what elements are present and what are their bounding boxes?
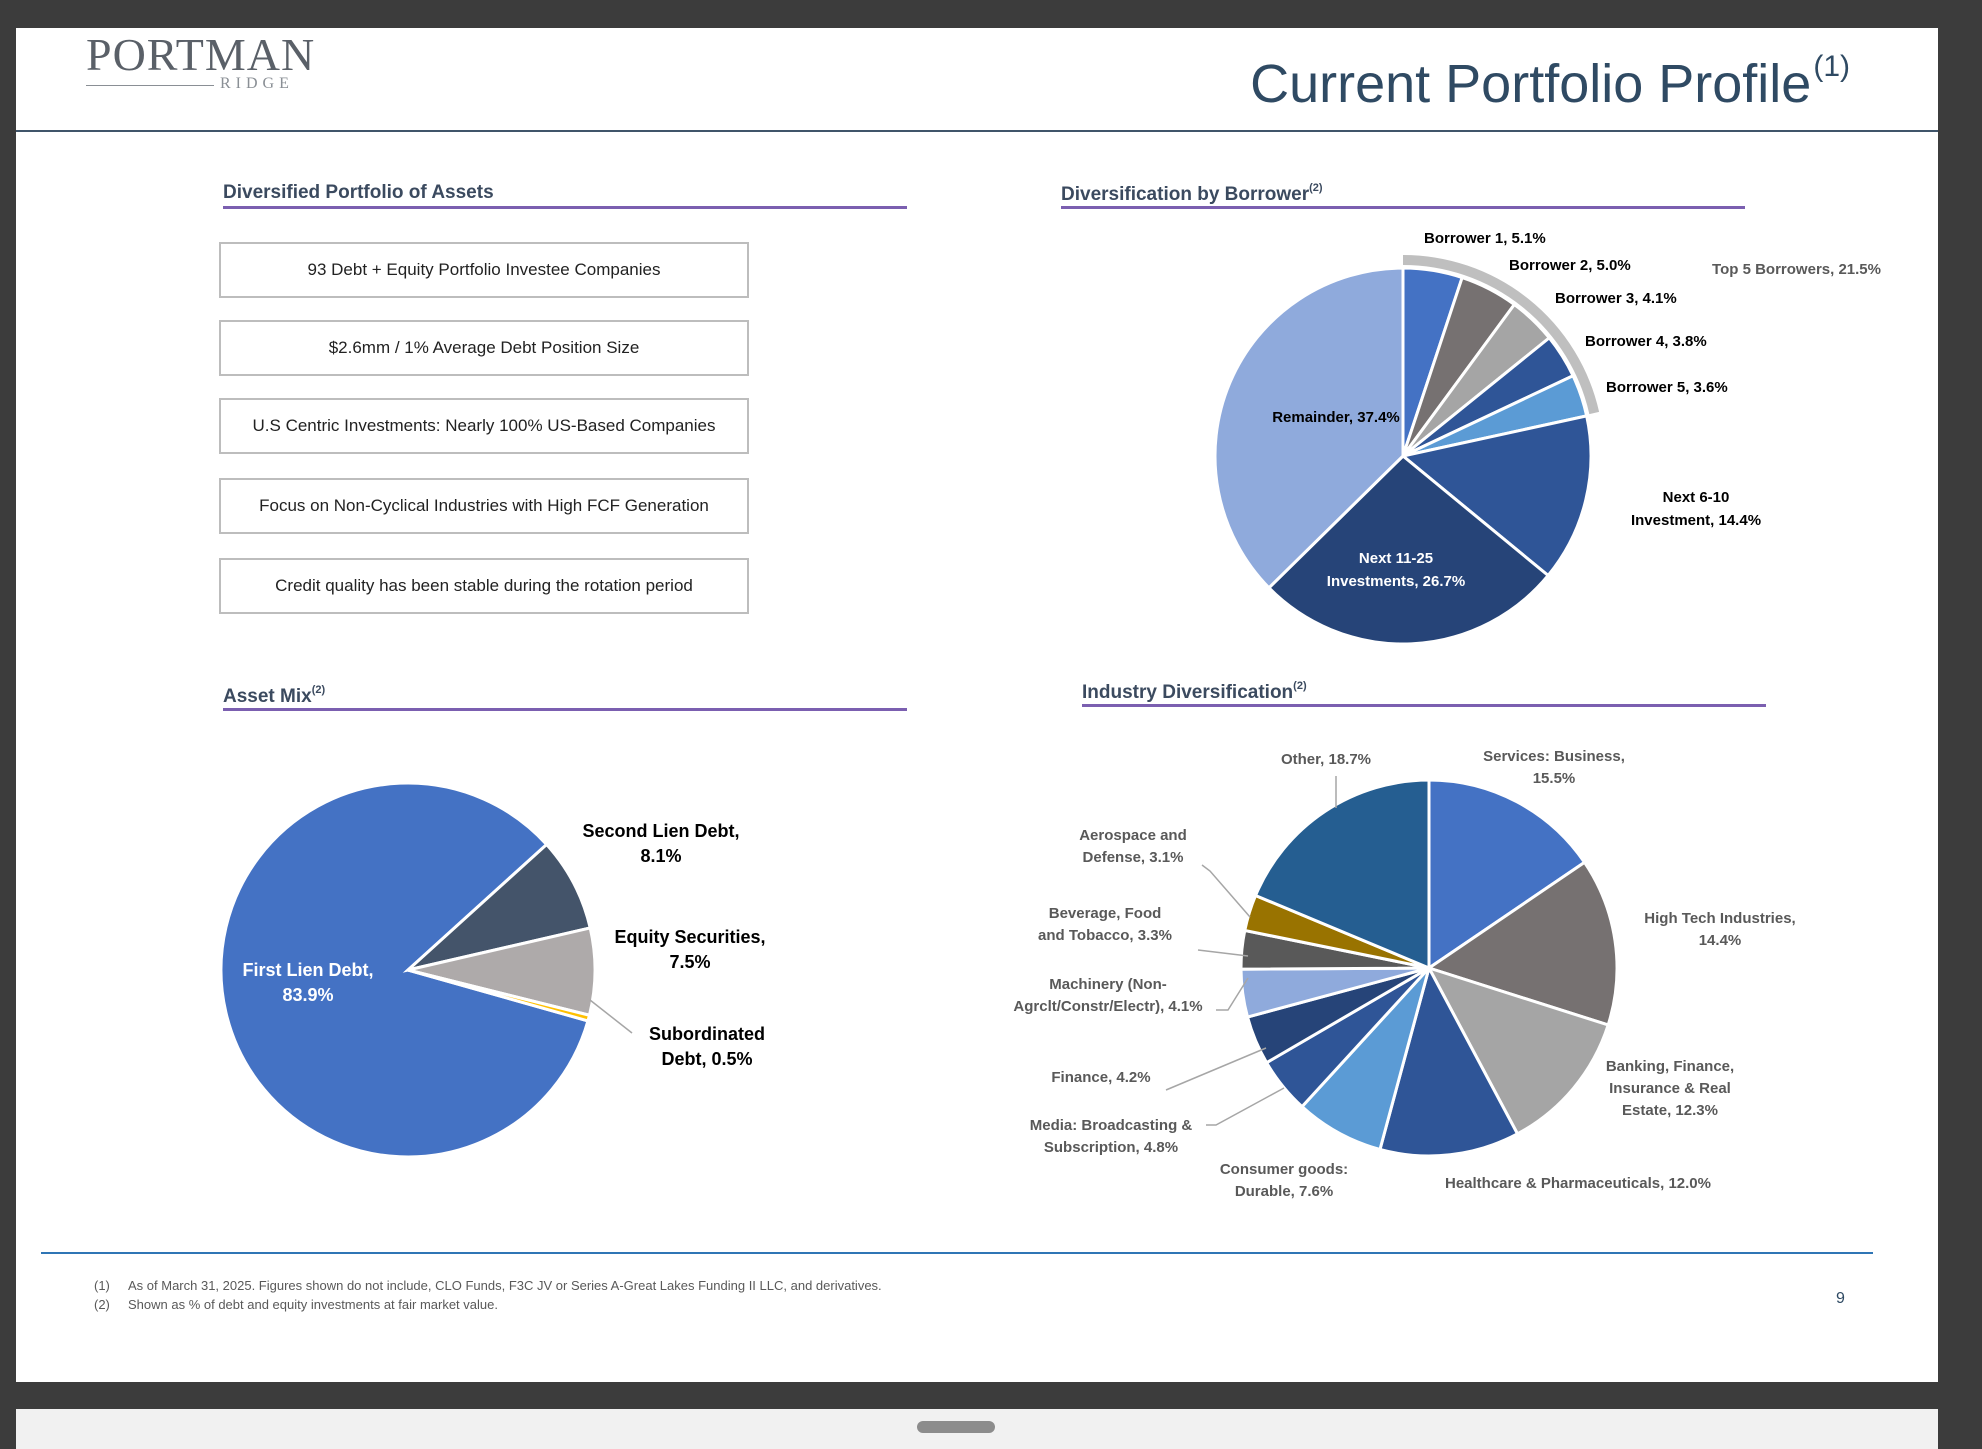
info-box-us-centric: U.S Centric Investments: Nearly 100% US-… bbox=[219, 398, 749, 454]
assetmix-label-0: First Lien Debt, 83.9% bbox=[242, 960, 373, 1005]
logo-subtitle: RIDGE bbox=[220, 75, 294, 92]
footnote-1-text: As of March 31, 2025. Figures shown do n… bbox=[128, 1278, 882, 1293]
industry-slice-10 bbox=[1253, 778, 1431, 971]
info-box-credit-quality: Credit quality has been stable during th… bbox=[219, 558, 749, 614]
section-rule-assetmix bbox=[223, 708, 907, 711]
borrower-label-5: Next 6-10 Investment, 14.4% bbox=[1631, 489, 1761, 529]
top-5-borrowers-label: Top 5 Borrowers, 21.5% bbox=[1712, 261, 1881, 278]
section-title-industry: Industry Diversification(2) bbox=[1082, 680, 1307, 704]
section-title-assetmix-footnote: (2) bbox=[311, 684, 326, 696]
borrower-label-1: Borrower 2, 5.0% bbox=[1509, 257, 1631, 274]
header-rule bbox=[16, 130, 1938, 132]
info-box-position-size: $2.6mm / 1% Average Debt Position Size bbox=[219, 320, 749, 376]
assetmix-slice-0 bbox=[219, 781, 590, 1159]
section-title-industry-text: Industry Diversification bbox=[1082, 682, 1294, 703]
info-box-non-cyclical: Focus on Non-Cyclical Industries with Hi… bbox=[219, 478, 749, 534]
borrower-slice-5 bbox=[1399, 414, 1593, 578]
assetmix-slice-3 bbox=[407, 968, 592, 1023]
industry-slice-1 bbox=[1425, 860, 1619, 1027]
page-title: Current Portfolio Profile(1) bbox=[1250, 50, 1850, 115]
borrower-label-6: Next 11-25 Investments, 26.7% bbox=[1327, 550, 1465, 590]
industry-label-6: Finance, 4.2% bbox=[1051, 1069, 1150, 1086]
footnote-1-number: (1) bbox=[94, 1278, 110, 1293]
assetmix-label-3: Subordinated Debt, 0.5% bbox=[649, 1024, 765, 1069]
industry-label-5: Media: Broadcasting & Subscription, 4.8% bbox=[1030, 1117, 1193, 1156]
industry-leader-finance bbox=[1165, 1047, 1267, 1091]
industry-label-2: Banking, Finance, Insurance & Real Estate,… bbox=[1606, 1058, 1734, 1119]
slide: PORTMAN RIDGE Current Portfolio Profile(… bbox=[16, 28, 1938, 1382]
info-box-companies: 93 Debt + Equity Portfolio Investee Comp… bbox=[219, 242, 749, 298]
footnote-2-number: (2) bbox=[94, 1297, 110, 1312]
industry-label-0: Services: Business, 15.5% bbox=[1483, 748, 1625, 787]
industry-slice-2 bbox=[1425, 965, 1611, 1136]
section-title-borrower-text: Diversification by Borrower bbox=[1061, 184, 1310, 205]
footnote-1: (1) As of March 31, 2025. Figures shown d… bbox=[94, 1278, 882, 1293]
industry-label-10: Other, 18.7% bbox=[1281, 751, 1371, 768]
top-5-borrowers-arc bbox=[1402, 255, 1600, 415]
industry-label-3: Healthcare & Pharmaceuticals, 12.0% bbox=[1445, 1175, 1711, 1192]
borrower-slice-7 bbox=[1213, 266, 1405, 590]
logo: PORTMAN bbox=[86, 29, 316, 80]
industry-slice-3 bbox=[1378, 963, 1520, 1158]
section-title-assets: Diversified Portfolio of Assets bbox=[223, 182, 494, 204]
section-title-assets-text: Diversified Portfolio of Assets bbox=[223, 182, 494, 203]
section-title-assetmix: Asset Mix(2) bbox=[223, 684, 325, 708]
industry-label-9: Aerospace and Defense, 3.1% bbox=[1079, 827, 1187, 866]
borrower-label-7: Remainder, 37.4% bbox=[1272, 409, 1400, 426]
borrower-label-2: Borrower 3, 4.1% bbox=[1555, 290, 1677, 307]
section-title-assetmix-text: Asset Mix bbox=[223, 686, 312, 707]
charts-canvas: Borrower 1, 5.1% Borrower 2, 5.0% Borrower… bbox=[219, 230, 1881, 1200]
assetmix-slice-1 bbox=[402, 842, 593, 973]
assetmix-label-1: Second Lien Debt, 8.1% bbox=[582, 821, 739, 866]
footer-rule bbox=[41, 1252, 1873, 1254]
industry-label-1: High Tech Industries, 14.4% bbox=[1644, 910, 1795, 949]
borrower-slice-6 bbox=[1266, 453, 1551, 646]
borrower-label-0: Borrower 1, 5.1% bbox=[1424, 230, 1546, 247]
footnote-2-text: Shown as % of debt and equity investment… bbox=[128, 1297, 498, 1312]
scroll-handle[interactable] bbox=[917, 1421, 995, 1433]
footnote-2: (2) Shown as % of debt and equity investm… bbox=[94, 1297, 498, 1312]
section-rule-assets bbox=[223, 206, 907, 209]
section-rule-industry bbox=[1082, 704, 1766, 707]
section-title-industry-footnote: (2) bbox=[1293, 680, 1307, 692]
page-title-footnote: (1) bbox=[1813, 50, 1850, 83]
section-rule-borrower bbox=[1061, 206, 1745, 209]
section-title-borrower: Diversification by Borrower(2) bbox=[1061, 182, 1323, 206]
assetmix-label-2: Equity Securities, 7.5% bbox=[614, 927, 765, 972]
industry-leader-aerospace bbox=[1201, 864, 1251, 918]
borrower-label-3: Borrower 4, 3.8% bbox=[1585, 333, 1707, 350]
industry-slice-0 bbox=[1427, 778, 1587, 971]
industry-label-4: Consumer goods: Durable, 7.6% bbox=[1220, 1161, 1348, 1200]
industry-leader-beverage bbox=[1197, 949, 1249, 957]
section-title-borrower-footnote: (2) bbox=[1309, 182, 1323, 194]
industry-leader-media bbox=[1206, 1087, 1285, 1126]
industry-leader-machinery bbox=[1216, 977, 1249, 1011]
page-number: 9 bbox=[1836, 1290, 1845, 1307]
assetmix-leader-3 bbox=[589, 999, 633, 1034]
logo-rule bbox=[86, 85, 214, 86]
industry-label-8: Beverage, Food and Tobacco, 3.3% bbox=[1038, 905, 1172, 944]
page-title-text: Current Portfolio Profile bbox=[1250, 54, 1812, 114]
borrower-label-4: Borrower 5, 3.6% bbox=[1606, 379, 1728, 396]
industry-label-7: Machinery (Non-Agrclt/Constr/Electr), 4.… bbox=[1013, 976, 1202, 1015]
